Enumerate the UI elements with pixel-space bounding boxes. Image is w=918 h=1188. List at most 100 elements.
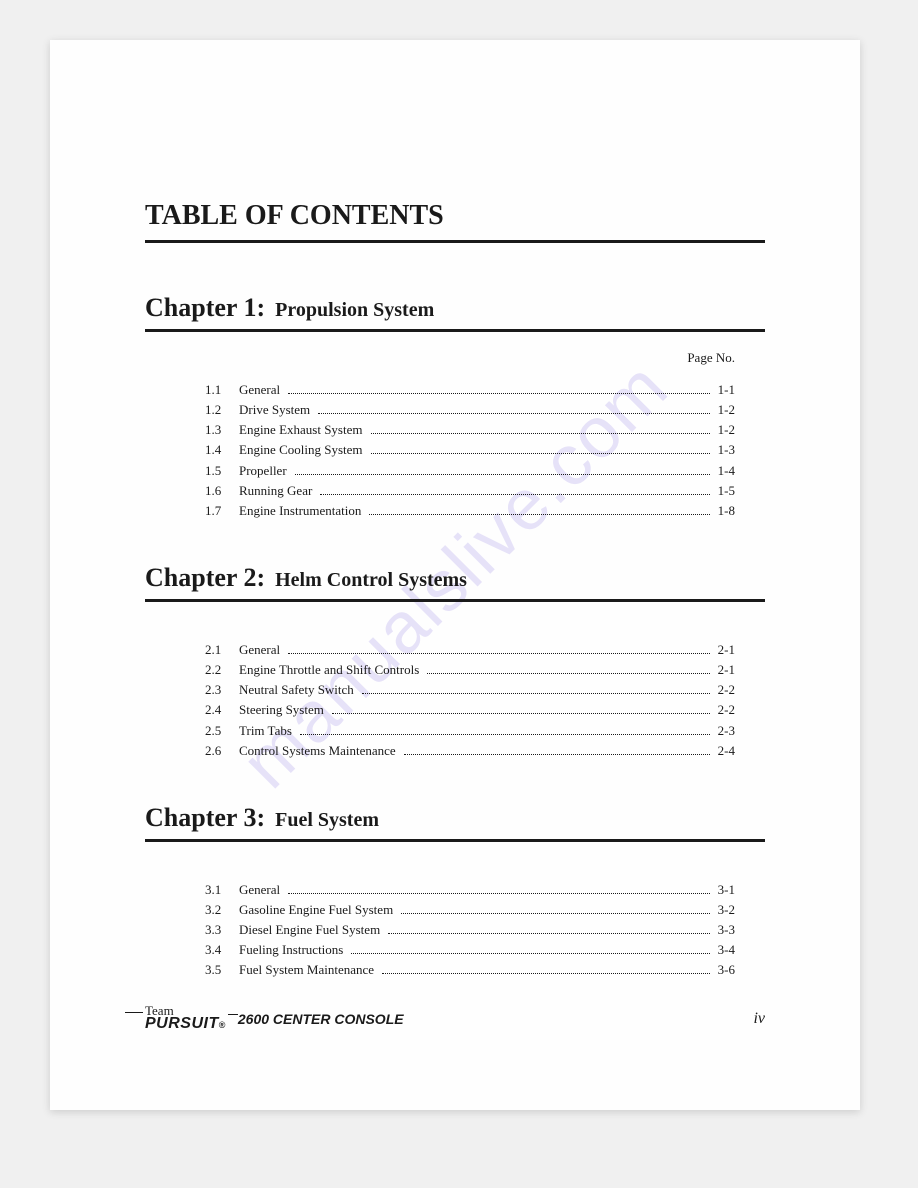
toc-section-number: 1.2 (205, 400, 239, 420)
toc-page-number: 2-4 (714, 741, 735, 761)
toc-section-number: 3.2 (205, 900, 239, 920)
toc-page-number: 1-2 (714, 400, 735, 420)
toc-page-number: 1-8 (714, 501, 735, 521)
toc-section-number: 1.6 (205, 481, 239, 501)
toc-section-label: Trim Tabs (239, 721, 296, 741)
toc-section-number: 3.3 (205, 920, 239, 940)
toc-row: 1.7Engine Instrumentation 1-8 (205, 501, 735, 521)
chapter-rule (145, 599, 765, 602)
toc-row: 2.2Engine Throttle and Shift Controls 2-1 (205, 660, 735, 680)
toc-leader-dots (371, 433, 710, 434)
toc-leader-dots (288, 893, 710, 894)
toc-page-number: 3-4 (714, 940, 735, 960)
toc-leader-dots (351, 953, 709, 954)
toc-row: 3.5Fuel System Maintenance3-6 (205, 960, 735, 980)
chapter-block: Chapter 1:Propulsion SystemPage No.1.1Ge… (145, 293, 765, 521)
main-title: TABLE OF CONTENTS (145, 200, 765, 232)
toc-page-number: 2-2 (714, 700, 735, 720)
chapter-script-label: Chapter 1: (145, 293, 265, 323)
toc-row: 3.4Fueling Instructions3-4 (205, 940, 735, 960)
toc-section-number: 2.2 (205, 660, 239, 680)
toc-section-label: Fueling Instructions (239, 940, 347, 960)
toc-section-label: General (239, 640, 284, 660)
toc-section-number: 2.5 (205, 721, 239, 741)
toc-section-number: 2.4 (205, 700, 239, 720)
toc-leader-dots (295, 474, 710, 475)
toc-page-number: 2-3 (714, 721, 735, 741)
toc-section-label: Propeller (239, 461, 291, 481)
toc-entries: 1.1General1-11.2Drive System1-21.3Engine… (145, 380, 765, 521)
toc-row: 2.6Control Systems Maintenance 2-4 (205, 741, 735, 761)
toc-section-number: 1.7 (205, 501, 239, 521)
toc-section-number: 2.6 (205, 741, 239, 761)
page-footer: Team PURSUIT® 2600 CENTER CONSOLE iv (145, 1006, 765, 1032)
toc-section-label: Drive System (239, 400, 314, 420)
toc-section-label: Control Systems Maintenance (239, 741, 400, 761)
footer-left: Team PURSUIT® 2600 CENTER CONSOLE (145, 1006, 404, 1032)
toc-leader-dots (320, 494, 709, 495)
toc-row: 3.1General 3-1 (205, 880, 735, 900)
toc-row: 1.2Drive System 1-2 (205, 400, 735, 420)
toc-leader-dots (318, 413, 710, 414)
chapter-rule (145, 839, 765, 842)
footer-model: 2600 CENTER CONSOLE (238, 1011, 404, 1027)
toc-row: 2.1General2-1 (205, 640, 735, 660)
toc-section-label: Gasoline Engine Fuel System (239, 900, 397, 920)
chapter-block: Chapter 2: Helm Control Systems 2.1General… (145, 563, 765, 761)
toc-section-number: 2.1 (205, 640, 239, 660)
toc-row: 2.5Trim Tabs 2-3 (205, 721, 735, 741)
toc-section-label: Running Gear (239, 481, 316, 501)
toc-entries: 2.1General2-12.2Engine Throttle and Shif… (145, 640, 765, 761)
chapters-container: Chapter 1: Propulsion System Page No. 1.1 Ge… (145, 293, 765, 981)
chapter-block: Chapter 3:Fuel System 3.1General 3-1 3.2Gas… (145, 803, 765, 981)
toc-leader-dots (362, 693, 710, 694)
toc-leader-dots (332, 713, 710, 714)
toc-page-number: 3-1 (714, 880, 735, 900)
toc-leader-dots (388, 933, 709, 934)
logo-brand-text: PURSUIT® (145, 1016, 226, 1032)
toc-section-label: Steering System (239, 700, 328, 720)
spacer (145, 860, 765, 880)
toc-page-number: 1-1 (714, 380, 735, 400)
toc-section-label: General (239, 880, 284, 900)
toc-row: 1.3Engine Exhaust System1-2 (205, 420, 735, 440)
page-no-label: Page No. (145, 350, 765, 366)
toc-section-number: 2.3 (205, 680, 239, 700)
brand-logo: Team PURSUIT® (145, 1006, 226, 1032)
toc-section-label: Engine Instrumentation (239, 501, 365, 521)
toc-page-number: 1-5 (714, 481, 735, 501)
toc-section-number: 3.1 (205, 880, 239, 900)
footer-page-number: iv (753, 1010, 765, 1028)
toc-row: 2.4Steering System 2-2 (205, 700, 735, 720)
toc-section-number: 1.1 (205, 380, 239, 400)
toc-leader-dots (382, 973, 710, 974)
toc-leader-dots (401, 913, 709, 914)
toc-leader-dots (371, 453, 710, 454)
toc-row: 1.6Running Gear 1-5 (205, 481, 735, 501)
toc-leader-dots (427, 673, 709, 674)
chapter-title: Propulsion System (275, 299, 434, 322)
chapter-title: Helm Control Systems (275, 569, 467, 592)
toc-row: 1.5Propeller1-4 (205, 461, 735, 481)
title-rule (145, 240, 765, 243)
chapter-script-label: Chapter 2: (145, 563, 265, 593)
logo-registered: ® (219, 1020, 226, 1030)
toc-row: 3.3Diesel Engine Fuel System3-3 (205, 920, 735, 940)
toc-section-number: 1.3 (205, 420, 239, 440)
chapter-title: Fuel System (275, 809, 379, 832)
toc-section-number: 1.4 (205, 440, 239, 460)
toc-section-label: Fuel System Maintenance (239, 960, 378, 980)
toc-leader-dots (404, 754, 710, 755)
document-page: manualslive.com TABLE OF CONTENTS Chapte… (50, 40, 860, 1110)
toc-section-label: Neutral Safety Switch (239, 680, 358, 700)
toc-section-label: Engine Throttle and Shift Controls (239, 660, 423, 680)
toc-page-number: 3-3 (714, 920, 735, 940)
chapter-header: Chapter 3:Fuel System (145, 803, 765, 833)
toc-row: 1.4Engine Cooling System1-3 (205, 440, 735, 460)
toc-page-number: 1-2 (714, 420, 735, 440)
chapter-header: Chapter 2: Helm Control Systems (145, 563, 765, 593)
spacer (145, 620, 765, 640)
toc-page-number: 3-6 (714, 960, 735, 980)
toc-page-number: 2-1 (714, 660, 735, 680)
logo-team-text: Team (145, 1006, 226, 1016)
